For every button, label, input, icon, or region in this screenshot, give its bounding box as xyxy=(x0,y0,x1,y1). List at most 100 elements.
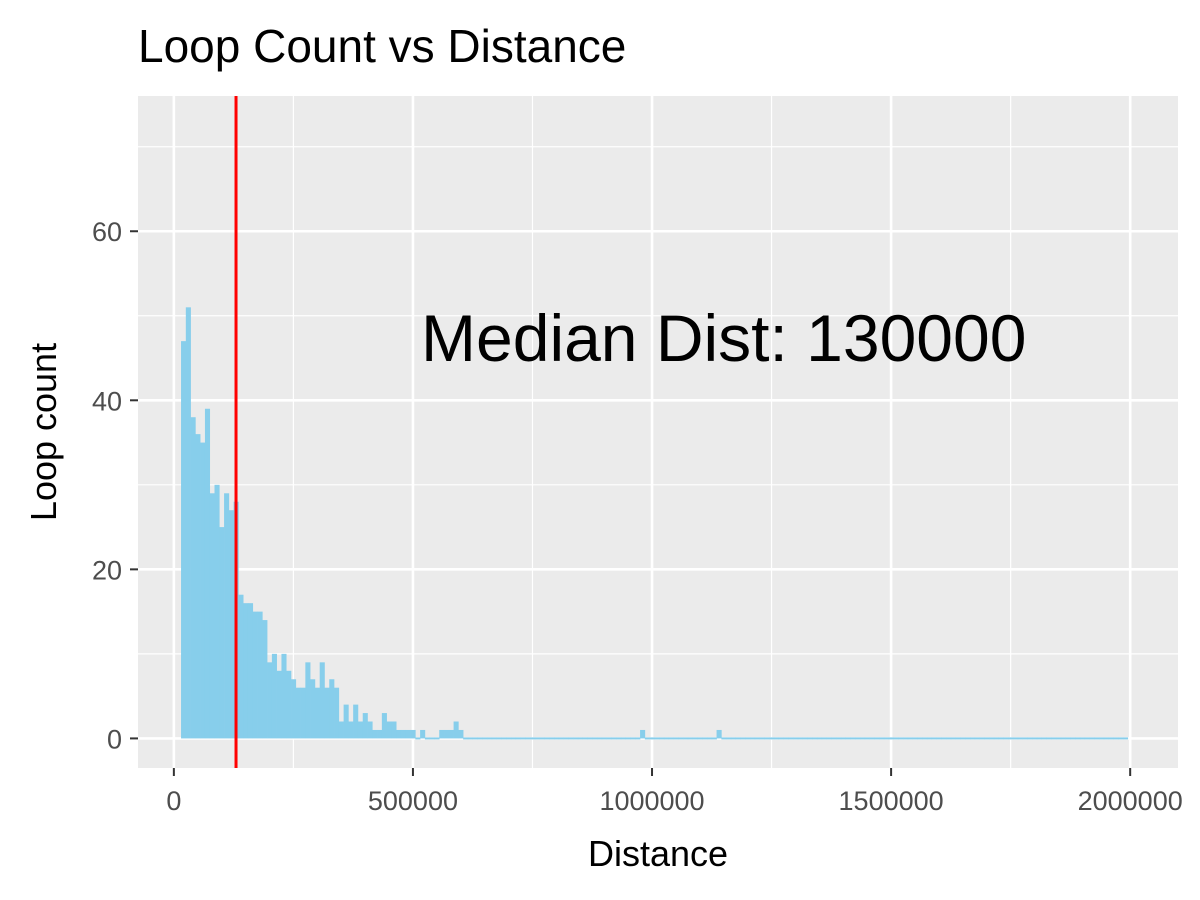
histogram-bar xyxy=(912,737,918,740)
histogram-bar xyxy=(926,737,933,740)
histogram-bar xyxy=(764,737,770,740)
histogram-bar xyxy=(262,620,268,739)
histogram-bar xyxy=(845,737,851,740)
histogram-bar xyxy=(1118,737,1124,740)
histogram-bar xyxy=(702,737,708,740)
histogram-bar xyxy=(960,737,966,740)
histogram-bar xyxy=(448,729,454,739)
x-tick-label: 0 xyxy=(166,786,181,816)
histogram-bar xyxy=(716,729,722,739)
histogram-bar xyxy=(1022,737,1028,740)
histogram-bar xyxy=(329,679,335,739)
histogram-bar xyxy=(1056,737,1062,740)
histogram-bar xyxy=(974,737,980,740)
histogram-bar xyxy=(616,737,622,740)
histogram-bar xyxy=(195,434,201,739)
histogram-bar xyxy=(224,493,230,739)
histogram-bar xyxy=(740,737,746,740)
histogram-bar xyxy=(209,493,215,739)
histogram-bar xyxy=(993,737,999,740)
histogram-bar xyxy=(850,737,856,740)
histogram-bar xyxy=(687,737,693,740)
histogram-bar xyxy=(1099,737,1105,740)
histogram-bar xyxy=(630,737,636,740)
histogram-bar xyxy=(860,737,866,740)
histogram-bar xyxy=(444,729,450,739)
histogram-bar xyxy=(640,729,646,739)
histogram-bar xyxy=(257,611,263,739)
histogram-bar xyxy=(515,737,521,740)
histogram-bar xyxy=(1036,737,1043,740)
histogram-bar xyxy=(391,721,397,739)
histogram-bar xyxy=(946,737,952,740)
histogram-bar xyxy=(1084,737,1090,740)
histogram-bar xyxy=(487,737,493,740)
histogram-bar xyxy=(730,737,737,740)
histogram-bar xyxy=(907,737,913,740)
histogram-bar xyxy=(420,729,426,739)
y-axis-title: Loop count xyxy=(23,343,64,521)
histogram-bar xyxy=(683,737,689,740)
histogram-bar xyxy=(1032,737,1038,740)
histogram-bar xyxy=(1070,737,1076,740)
histogram-bar xyxy=(324,687,330,739)
histogram-bar xyxy=(788,737,794,740)
histogram-bar xyxy=(773,737,780,740)
histogram-bar xyxy=(510,737,517,740)
histogram-bar xyxy=(530,737,536,740)
chart-title: Loop Count vs Distance xyxy=(138,20,626,72)
histogram-bar xyxy=(917,737,923,740)
histogram-bar xyxy=(635,737,641,740)
histogram-bar xyxy=(855,737,861,740)
histogram-bar xyxy=(931,737,937,740)
histogram-bar xyxy=(252,611,258,739)
histogram-bar xyxy=(267,662,273,739)
histogram-bar xyxy=(286,670,292,739)
histogram-bar xyxy=(243,603,249,739)
histogram-bar xyxy=(281,653,287,739)
histogram-bar xyxy=(659,737,665,740)
histogram-bar xyxy=(883,737,890,740)
histogram-bar xyxy=(501,737,507,740)
histogram-bar xyxy=(750,737,756,740)
histogram-bar xyxy=(200,442,206,739)
histogram-bar xyxy=(979,737,985,740)
histogram-bar xyxy=(1017,737,1023,740)
histogram-bar xyxy=(1008,737,1014,740)
histogram-bar xyxy=(291,679,297,739)
histogram-bar xyxy=(453,721,459,739)
histogram-bar xyxy=(338,721,344,739)
histogram-bar xyxy=(922,737,928,740)
histogram-bar xyxy=(592,737,598,740)
histogram-bar xyxy=(415,737,421,740)
histogram-bar xyxy=(1051,737,1057,740)
histogram-bar xyxy=(831,737,837,740)
histogram-bar xyxy=(879,737,885,740)
histogram-bar xyxy=(802,737,808,740)
histogram-bar xyxy=(903,737,909,740)
histogram-bar xyxy=(1113,737,1119,740)
histogram-bar xyxy=(219,527,225,739)
histogram-bar xyxy=(1065,737,1071,740)
histogram-bar xyxy=(807,737,813,740)
histogram-bar xyxy=(649,737,655,740)
grid-minor xyxy=(138,96,1178,768)
histogram-bar xyxy=(888,737,894,740)
histogram-bar xyxy=(950,737,956,740)
histogram-bar xyxy=(1089,737,1095,740)
histogram-bar xyxy=(783,737,789,740)
histogram-bar xyxy=(353,704,359,739)
y-tick-label: 60 xyxy=(92,217,122,247)
histogram-bar xyxy=(568,737,574,740)
x-axis-ticks: 0 500000 1000000 1500000 2000000 xyxy=(166,768,1183,816)
y-axis-ticks: 0 20 40 60 xyxy=(92,217,138,754)
histogram-bar xyxy=(525,737,531,740)
histogram-bar xyxy=(577,737,583,740)
histogram-bar xyxy=(601,737,607,740)
histogram-bar xyxy=(1003,737,1009,740)
x-tick-label: 2000000 xyxy=(1078,786,1183,816)
histogram-bar xyxy=(520,737,526,740)
histogram-bar xyxy=(300,687,306,739)
histogram-bar xyxy=(1046,737,1052,740)
histogram-bar xyxy=(477,737,483,740)
